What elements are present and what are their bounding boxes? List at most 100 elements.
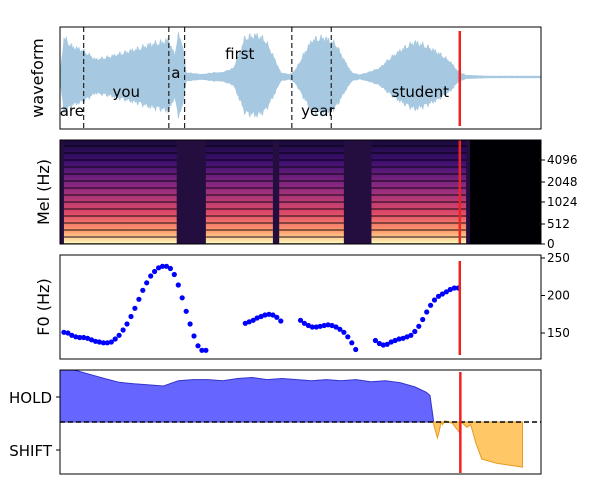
f0-point [392, 337, 398, 344]
harmonic-bands-3 [371, 140, 467, 244]
f0-point [65, 330, 71, 336]
f0-point [400, 335, 406, 341]
f0-point [341, 329, 347, 335]
spectrogram-ytick-label: 0 [547, 237, 555, 251]
f0-point [278, 318, 284, 324]
f0-point [148, 273, 154, 279]
waveform-panel: are you a first year student waveform [28, 26, 542, 130]
f0-point [92, 338, 99, 344]
f0-point [159, 263, 166, 269]
f0-point [69, 332, 75, 338]
f0-point [309, 324, 315, 330]
waveform-plot [60, 27, 541, 129]
f0-point [81, 334, 87, 341]
f0-point [152, 268, 158, 275]
f0-point [337, 326, 343, 332]
f0-point [447, 286, 453, 293]
harmonic-bands-0 [63, 140, 177, 244]
f0-point [443, 289, 449, 295]
vad-panel: HOLD SHIFT [9, 369, 542, 475]
waveform-ylabel: waveform [28, 38, 47, 118]
f0-point [144, 280, 150, 286]
f0-point [128, 313, 134, 320]
f0-point [187, 321, 193, 327]
f0-point [183, 308, 189, 314]
word-label-first: first [225, 45, 254, 63]
f0-point [376, 340, 382, 347]
f0-point [250, 317, 256, 323]
f0-point [85, 335, 91, 341]
f0-point [88, 337, 95, 343]
word-label-a: a [171, 64, 180, 82]
f0-scatter [61, 261, 462, 355]
f0-yticks: 150 200 250 [541, 251, 570, 340]
waveform-frame [59, 26, 542, 130]
f0-point [325, 322, 331, 328]
f0-point [258, 313, 264, 320]
f0-point [77, 334, 83, 341]
shift-area [433, 420, 523, 468]
f0-point [104, 340, 110, 346]
f0-point [428, 302, 434, 308]
f0-point [305, 322, 311, 329]
vad-areas [60, 370, 541, 473]
word-label-student: student [392, 83, 449, 101]
f0-point [431, 297, 438, 303]
word-label-are: are [60, 102, 84, 120]
f0-point [100, 340, 106, 346]
spectrogram-ylabel: Mel (Hz) [34, 159, 53, 225]
word-labels: are you a first year student [60, 45, 449, 120]
f0-point [124, 321, 130, 327]
f0-point [140, 287, 146, 293]
f0-point [120, 327, 126, 333]
f0-point [345, 334, 351, 340]
f0-point [301, 320, 307, 326]
f0-point [451, 285, 457, 291]
f0-point [254, 315, 260, 321]
f0-point [96, 339, 102, 345]
spectrogram-image [60, 140, 541, 244]
f0-point [270, 312, 276, 318]
f0-point [321, 322, 327, 329]
f0-ytick-label: 250 [547, 251, 570, 265]
f0-point [61, 329, 67, 335]
f0-point [112, 336, 118, 342]
f0-point [246, 319, 252, 325]
f0-point [274, 314, 280, 320]
word-label-you: you [112, 83, 140, 101]
f0-point [195, 343, 201, 349]
f0-ytick-label: 200 [547, 289, 570, 303]
f0-point [116, 332, 122, 338]
f0-frame [59, 254, 542, 360]
f0-point [108, 339, 114, 345]
spectrogram-ytick-label: 4096 [547, 153, 578, 167]
spectrogram-yticks: 0 512 1024 2048 4096 [541, 153, 578, 251]
spectrogram-frame [59, 139, 542, 245]
harmonic-bands-1 [205, 140, 273, 244]
spectrogram-ytick-label: 1024 [547, 195, 578, 209]
f0-point [163, 263, 170, 269]
f0-point [380, 342, 386, 348]
f0-point [167, 265, 173, 272]
f0-point [329, 322, 335, 329]
vad-ytick-label-shift: SHIFT [9, 442, 53, 460]
vad-ytick-label-hold: HOLD [9, 389, 52, 407]
spectrogram-ytick-label: 2048 [547, 175, 578, 189]
vad-yticks: HOLD SHIFT [9, 389, 60, 460]
f0-point [73, 334, 79, 340]
f0-point [353, 346, 359, 353]
f0-point [199, 347, 205, 353]
f0-point [372, 337, 378, 344]
f0-point [266, 311, 272, 317]
f0-point [349, 340, 355, 346]
vad-frame [59, 369, 542, 475]
f0-point [412, 328, 418, 335]
f0-panel: 150 200 250 F0 (Hz) [34, 251, 570, 360]
harmonic-bands-2 [279, 140, 344, 244]
f0-point [297, 317, 304, 323]
f0-point [439, 291, 445, 297]
f0-point [333, 324, 339, 330]
f0-point [396, 336, 402, 342]
f0-point [416, 323, 422, 329]
